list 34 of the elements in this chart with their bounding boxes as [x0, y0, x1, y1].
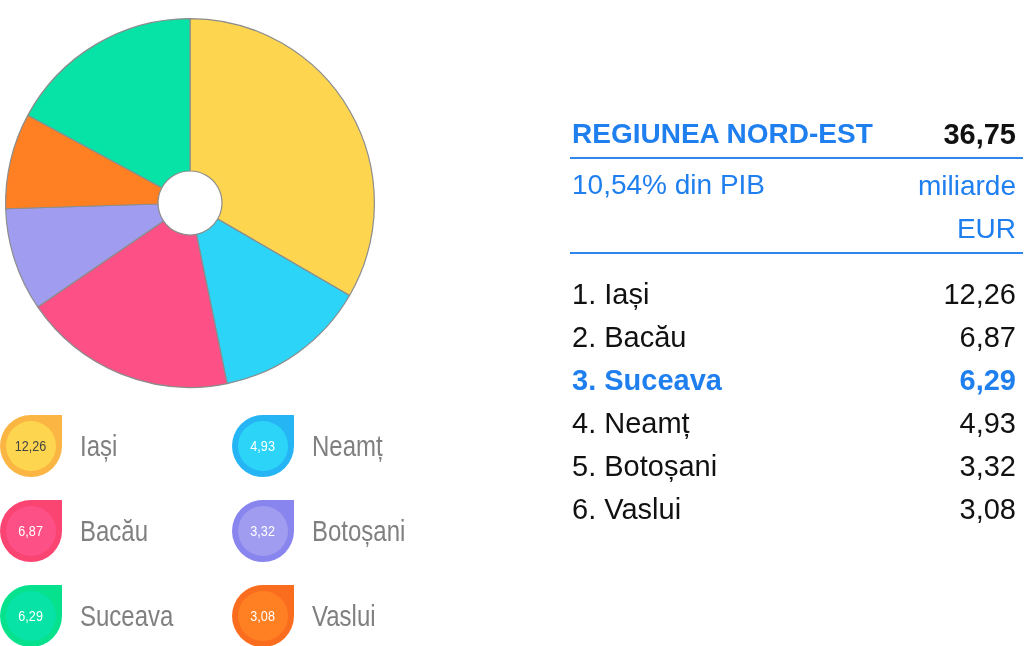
- text: 10,54% din PIB: [572, 169, 766, 200]
- category-label: 1. Iași: [572, 278, 650, 310]
- category-label: 4. Neamț: [572, 407, 690, 439]
- data-label: 12,26: [15, 438, 47, 454]
- drop-swatch: 12,26: [0, 415, 62, 477]
- text: miliarde EUR: [916, 169, 1016, 246]
- data-label: 3,32: [250, 523, 276, 539]
- text: 6,87: [959, 321, 1016, 353]
- text: 4,93: [959, 407, 1016, 439]
- category-label: 6. Vaslui: [572, 493, 682, 525]
- text: 12,26: [943, 278, 1016, 310]
- legend-label: Neamț: [312, 429, 383, 462]
- legend-label: Iași: [80, 429, 118, 462]
- text: REGIUNEA NORD-EST: [572, 118, 873, 149]
- data-label: 4,93: [250, 438, 276, 454]
- data-label: 6,29: [18, 608, 44, 624]
- category-label: 3. Suceava: [572, 364, 722, 396]
- legend-label: Suceava: [80, 599, 174, 632]
- text: 6,29: [959, 364, 1016, 396]
- drop-swatch: 6,29: [0, 585, 62, 646]
- legend-label: Vaslui: [312, 599, 376, 632]
- text: 3,08: [959, 493, 1016, 525]
- text: 3,32: [959, 450, 1016, 482]
- category-label: 2. Bacău: [572, 321, 687, 353]
- drop-swatch: 3,08: [232, 585, 294, 646]
- data-label: 3,08: [250, 608, 276, 624]
- data-label: 6,87: [18, 523, 44, 539]
- text: 36,75: [943, 118, 1016, 150]
- legend-label: Botoșani: [312, 514, 406, 547]
- drop-swatch: 3,32: [232, 500, 294, 562]
- drop-swatch: 6,87: [0, 500, 62, 562]
- drop-swatch: 4,93: [232, 415, 294, 477]
- legend-label: Bacău: [80, 514, 149, 547]
- category-label: 5. Botoșani: [572, 450, 718, 482]
